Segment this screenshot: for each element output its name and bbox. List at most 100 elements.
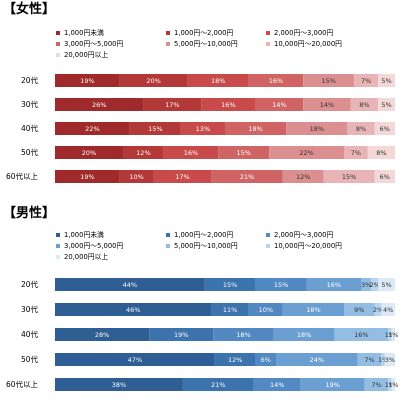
bar-segment bbox=[143, 98, 202, 111]
bar-segment bbox=[286, 122, 348, 135]
data-label: 28% bbox=[95, 331, 109, 339]
bar-segment bbox=[388, 328, 392, 341]
data-label: 38% bbox=[112, 381, 126, 389]
data-label: 10% bbox=[259, 306, 273, 314]
legend-label: 1,000円未満 bbox=[64, 231, 104, 239]
data-label: 19% bbox=[80, 173, 94, 181]
data-label: 1% bbox=[388, 331, 398, 339]
bar-segment bbox=[201, 98, 256, 111]
data-label: 16% bbox=[354, 331, 368, 339]
female-bar-chart: 20代 19% 20% 18% 16% 15% 7% 5% 30代 26% 17% 16% 14% 14%… bbox=[6, 74, 395, 183]
bar-segment bbox=[119, 170, 154, 183]
bar-segment bbox=[153, 170, 212, 183]
category-label: 60代以上 bbox=[6, 379, 39, 389]
bar-segment bbox=[384, 353, 395, 366]
legend-label: 1,000円未満 bbox=[64, 29, 104, 37]
chart-title: 【男性】 bbox=[3, 206, 56, 221]
bar-segment bbox=[374, 122, 395, 135]
bar-segment bbox=[367, 146, 395, 159]
data-label: 17% bbox=[175, 173, 189, 181]
legend-label: 10,000円～20,000円 bbox=[274, 242, 342, 250]
male-bar-chart: 20代 44% 15% 15% 16% 3%2% 5%30代 46% 11% 10% 18% 9% 2%… bbox=[6, 278, 398, 391]
bar-segment bbox=[347, 122, 375, 135]
bar-segment bbox=[187, 74, 249, 87]
bar-segment bbox=[364, 378, 389, 391]
data-label: 3% bbox=[385, 356, 395, 364]
legend-label: 3,000円～5,000円 bbox=[64, 40, 124, 48]
bar-segment bbox=[129, 122, 181, 135]
data-label: 13% bbox=[196, 125, 210, 133]
legend-swatch bbox=[266, 244, 270, 248]
bar-segment bbox=[123, 146, 164, 159]
chart-legend: 1,000円未満 1,000円～2,000円 2,000円～3,000円 3,000円… bbox=[56, 28, 396, 68]
data-label: 6% bbox=[380, 125, 390, 133]
bar-segment bbox=[55, 353, 215, 366]
bar-segment bbox=[282, 170, 324, 183]
bar-segment bbox=[303, 98, 351, 111]
bar-segment bbox=[357, 353, 382, 366]
category-label: 30代 bbox=[21, 99, 39, 109]
data-label: 18% bbox=[236, 331, 250, 339]
data-label: 6% bbox=[380, 173, 390, 181]
category-label: 50代 bbox=[21, 354, 39, 364]
data-label: 18% bbox=[306, 306, 320, 314]
data-label: 11% bbox=[223, 306, 237, 314]
bar-segment bbox=[273, 328, 335, 341]
legend-label: 1,000円～2,000円 bbox=[174, 29, 234, 37]
data-label: 20% bbox=[146, 77, 160, 85]
legend-label: 10,000円～20,000円 bbox=[274, 40, 342, 48]
data-label: 15% bbox=[236, 149, 250, 157]
legend-swatch bbox=[166, 31, 170, 35]
data-label: 1% bbox=[378, 356, 388, 364]
bar-segment bbox=[211, 303, 249, 316]
data-label: 44% bbox=[123, 281, 137, 289]
data-label: 16% bbox=[184, 149, 198, 157]
bar-segment bbox=[255, 98, 304, 111]
bar-segment bbox=[323, 170, 375, 183]
data-label: 19% bbox=[325, 381, 339, 389]
data-label: 47% bbox=[128, 356, 142, 364]
data-label: 12% bbox=[136, 149, 150, 157]
data-label: 15% bbox=[223, 281, 237, 289]
category-label: 20代 bbox=[21, 279, 39, 289]
category-label: 40代 bbox=[21, 329, 39, 339]
bar-segment bbox=[55, 74, 120, 87]
data-label: 15% bbox=[148, 125, 162, 133]
bar-segment bbox=[225, 122, 287, 135]
category-label: 40代 bbox=[21, 123, 39, 133]
chart-title: 【女性】 bbox=[3, 2, 56, 17]
category-label: 20代 bbox=[21, 75, 39, 85]
legend-swatch bbox=[56, 31, 60, 35]
data-label: 16% bbox=[269, 77, 283, 85]
data-label: 19% bbox=[174, 331, 188, 339]
legend-swatch bbox=[56, 255, 60, 259]
legend-label: 20,000円以上 bbox=[64, 253, 109, 261]
bar-segment bbox=[306, 278, 361, 291]
data-label: 2% bbox=[373, 306, 383, 314]
bar-segment bbox=[381, 353, 385, 366]
data-label: 8% bbox=[359, 101, 369, 109]
bar-segment bbox=[163, 146, 219, 159]
data-label: 46% bbox=[126, 306, 140, 314]
bar-segment bbox=[180, 122, 225, 135]
bar-segment bbox=[255, 353, 276, 366]
data-label: 12% bbox=[228, 356, 242, 364]
data-label: 21% bbox=[240, 173, 254, 181]
bar-segment bbox=[248, 303, 283, 316]
bar-segment bbox=[391, 378, 395, 391]
category-label: 50代 bbox=[21, 147, 39, 157]
bar-segment bbox=[255, 278, 307, 291]
bar-segment bbox=[303, 74, 355, 87]
data-label: 12% bbox=[296, 173, 310, 181]
data-label: 7% bbox=[371, 381, 381, 389]
bar-segment bbox=[378, 74, 395, 87]
data-label: 1% bbox=[385, 381, 395, 389]
bar-segment bbox=[214, 353, 256, 366]
bar-segment bbox=[55, 303, 212, 316]
data-label: 15% bbox=[321, 77, 335, 85]
data-label: 6% bbox=[261, 356, 271, 364]
legend-swatch bbox=[166, 244, 170, 248]
data-label: 5% bbox=[381, 281, 391, 289]
bar-segment bbox=[55, 278, 205, 291]
bar-segment bbox=[334, 328, 389, 341]
